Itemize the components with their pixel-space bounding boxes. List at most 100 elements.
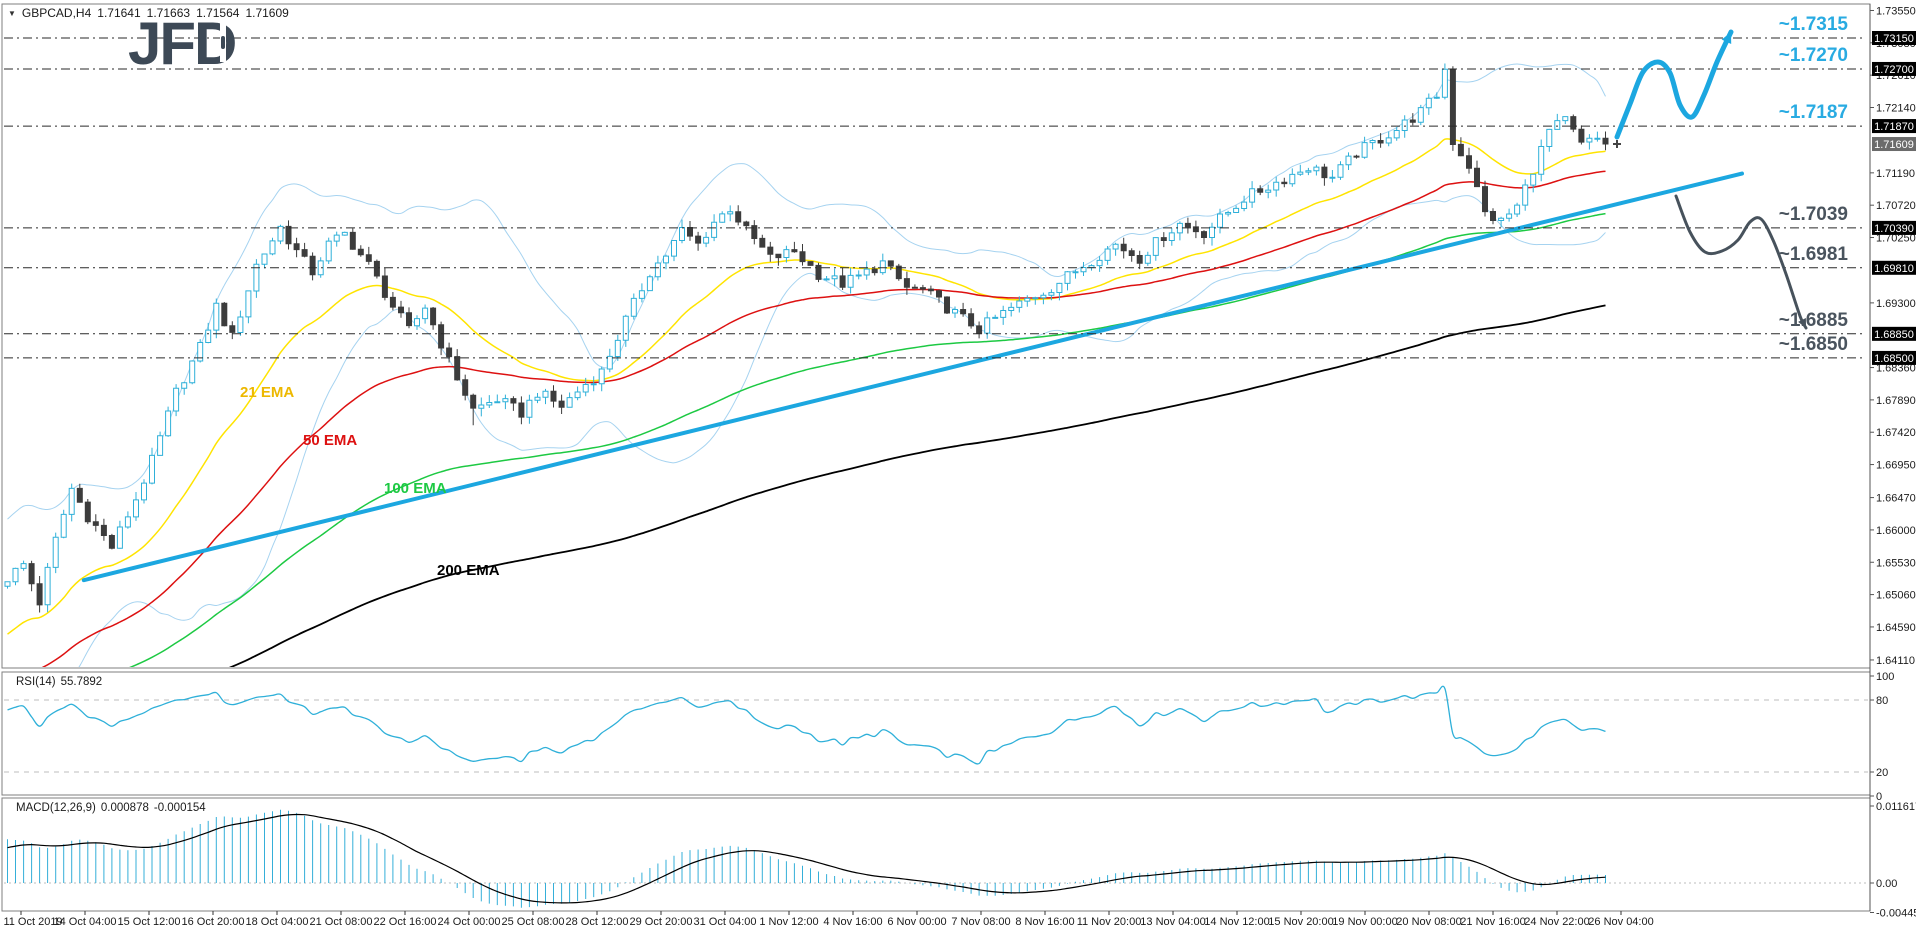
- ema-label-100: 100 EMA: [384, 480, 447, 497]
- level-label-1.7315: ~1.7315: [1778, 14, 1848, 35]
- price-axis-label: 1.67420: [1876, 427, 1916, 439]
- ema-50-line: [41, 170, 1606, 667]
- macd-pane[interactable]: [1, 797, 1871, 912]
- symbol-bar: ▼ GBPCAD,H4 1.71641 1.71663 1.71564 1.71…: [8, 6, 289, 20]
- main-plot-group[interactable]: [4, 63, 1744, 779]
- rsi-axis-label: 100: [1876, 671, 1894, 683]
- ohlc-close: 1.71609: [245, 6, 289, 20]
- rsi-plot-group[interactable]: [4, 685, 1868, 773]
- rsi-line: [7, 685, 1606, 765]
- bear-candle-bodies: [28, 68, 1609, 606]
- level-price-box: [1872, 350, 1916, 365]
- level-price-box: [1872, 61, 1916, 76]
- rsi-label: RSI(14) 55.7892: [16, 676, 102, 688]
- ohlc-low: 1.71564: [196, 6, 240, 20]
- symbol-dropdown-icon[interactable]: ▼: [8, 8, 16, 18]
- time-axis-label: 1 Nov 12:00: [759, 916, 818, 928]
- macd-value-signal: -0.000154: [153, 802, 206, 814]
- level-price-box: [1872, 220, 1916, 235]
- time-axis-label: 6 Nov 00:00: [887, 916, 946, 928]
- time-axis-label: 14 Nov 12:00: [1204, 916, 1269, 928]
- bull-candle-bodies: [4, 68, 1601, 606]
- price-axis-label: 1.64590: [1876, 622, 1916, 634]
- level-price-box: [1872, 326, 1916, 341]
- macd-signal-line: [7, 813, 1606, 904]
- projection-arrow-down: [1674, 194, 1808, 330]
- level-price-box-text: 1.71870: [1874, 121, 1914, 133]
- time-axis-label: 16 Oct 20:00: [182, 916, 245, 928]
- time-axis-label: 24 Nov 22:00: [1524, 916, 1589, 928]
- macd-name: MACD(12,26,9): [16, 802, 96, 814]
- rsi-pane[interactable]: [1, 671, 1871, 796]
- level-label-1.6885: ~1.6885: [1778, 309, 1848, 331]
- price-axis-label: 1.64110: [1876, 655, 1915, 667]
- macd-axis-label: -0.00445: [1876, 907, 1916, 919]
- last-bar-marker: [1613, 140, 1621, 149]
- level-price-box-text: 1.69810: [1874, 263, 1914, 275]
- rsi-axis-label: 80: [1876, 695, 1888, 707]
- price-axis-label: 1.72140: [1876, 102, 1916, 114]
- macd-histogram: [7, 809, 1606, 908]
- level-label-1.7039: ~1.7039: [1778, 203, 1848, 225]
- projection-arrow-up: [1614, 29, 1734, 140]
- rsi-name: RSI(14): [16, 676, 56, 688]
- bollinger-upper-band: [7, 63, 1606, 520]
- time-axis-label: 11 Nov 20:00: [1077, 916, 1142, 928]
- price-axis-label: 1.70720: [1876, 200, 1916, 212]
- time-axis-label: 25 Oct 08:00: [502, 916, 565, 928]
- price-axis-label: 1.65530: [1876, 557, 1916, 569]
- ohlc-open: 1.71641: [97, 6, 141, 20]
- ema-label-50: 50 EMA: [303, 432, 358, 449]
- time-axis-label: 21 Oct 08:00: [310, 916, 373, 928]
- time-axis-label: 15 Nov 20:00: [1268, 916, 1333, 928]
- time-axis-label: 19 Nov 00:00: [1332, 916, 1397, 928]
- macd-plot-group[interactable]: [4, 809, 1868, 908]
- jfd-logo-text: JFD: [128, 10, 237, 77]
- price-axis-label: 1.66470: [1876, 493, 1916, 505]
- time-axis-label: 4 Nov 16:00: [823, 916, 882, 928]
- level-label-1.7187: ~1.7187: [1778, 102, 1848, 124]
- price-axis-label: 1.65060: [1876, 590, 1916, 602]
- price-axis-label: 1.66000: [1876, 525, 1916, 537]
- price-axis-label: 1.70250: [1876, 233, 1916, 245]
- bollinger-lower-band: [78, 195, 1606, 667]
- macd-value-main: 0.000878: [100, 802, 149, 814]
- time-axis-label: 11 Oct 2019: [3, 916, 62, 928]
- time-axis-label: 14 Oct 04:00: [54, 916, 117, 928]
- level-price-box-text: 1.68500: [1874, 353, 1914, 365]
- symbol-name: GBPCAD,H4: [21, 6, 92, 20]
- bear-candle-wicks: [31, 66, 1606, 613]
- time-axis-label: 20 Nov 08:00: [1396, 916, 1461, 928]
- price-axis-label: 1.71190: [1876, 168, 1915, 180]
- ema-200-line: [228, 304, 1606, 667]
- price-axis-label: 1.69300: [1876, 298, 1916, 310]
- jfd-logo: JFD: [128, 14, 237, 74]
- ema-100-line: [129, 212, 1606, 667]
- ema-label-21: 21 EMA: [240, 384, 295, 401]
- trendline: [81, 171, 1744, 583]
- price-axis-label: 1.67890: [1876, 395, 1916, 407]
- price-axis-label: 1.68360: [1876, 363, 1916, 375]
- level-price-box-text: 1.68850: [1874, 329, 1914, 341]
- current-price-box-text: 1.71609: [1874, 139, 1914, 151]
- time-axis-label: 15 Oct 12:00: [118, 916, 181, 928]
- main-chart-pane[interactable]: [1, 3, 1871, 669]
- jfd-logo-pill: [221, 36, 225, 49]
- time-axis-label: 22 Oct 16:00: [374, 916, 437, 928]
- ohlc-high: 1.71663: [146, 6, 191, 20]
- rsi-axis-label: 20: [1876, 767, 1888, 779]
- price-axis-label: 1.73550: [1876, 5, 1916, 17]
- time-axis-label: 26 Nov 04:00: [1588, 916, 1653, 928]
- level-price-box-text: 1.73150: [1874, 33, 1914, 45]
- bull-candle-wicks: [7, 63, 1598, 613]
- time-axis-label: 7 Nov 08:00: [951, 916, 1010, 928]
- level-price-box-text: 1.72700: [1874, 64, 1914, 76]
- rsi-axis-label: 0: [1876, 791, 1882, 803]
- macd-axis-label: 0.00: [1876, 878, 1897, 890]
- level-price-box: [1872, 31, 1916, 45]
- level-price-box: [1872, 260, 1916, 275]
- projection-arrow-up-head: [1721, 32, 1732, 44]
- time-axis-label: 28 Oct 12:00: [566, 916, 629, 928]
